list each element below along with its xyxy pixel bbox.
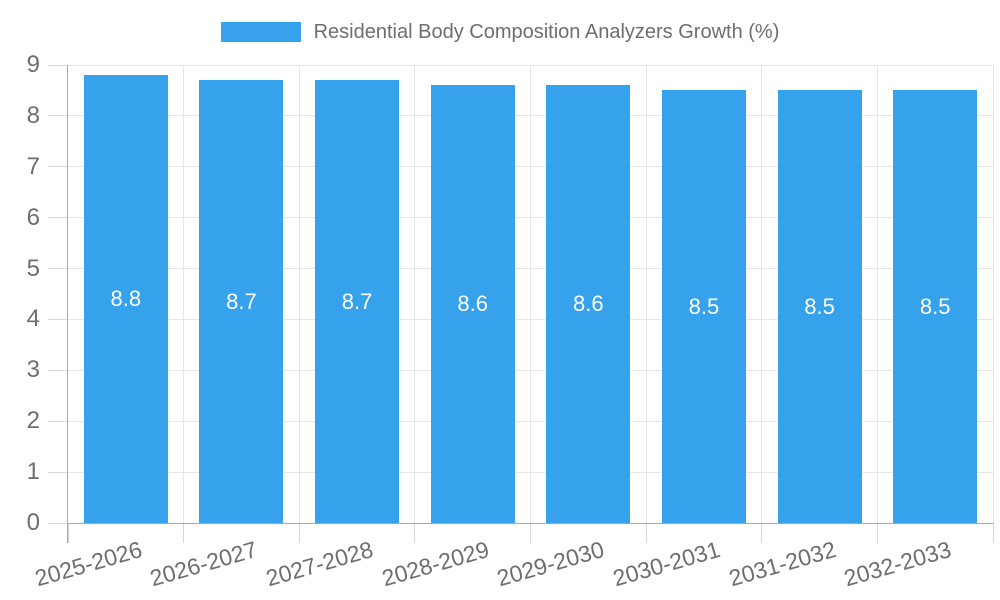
y-axis-tick-label: 7 [26, 152, 40, 180]
y-axis-tick-label: 5 [26, 254, 40, 282]
bar-value-label: 8.6 [457, 291, 488, 317]
bar-value-label: 8.5 [688, 293, 720, 319]
x-axis-label: 2031-2032 [725, 536, 839, 592]
y-axis-tick-mark [48, 471, 68, 473]
y-axis-tick-label: 0 [26, 509, 40, 536]
gridline-vertical [530, 65, 531, 523]
gridline-vertical [645, 65, 647, 523]
legend-label: Residential Body Composition Analyzers G… [313, 21, 780, 43]
bar-value-label: 8.8 [110, 286, 142, 312]
x-axis-label: 2027-2028 [263, 536, 376, 592]
bar-value-label: 8.6 [573, 291, 604, 317]
x-axis-label: 2030-2031 [609, 536, 723, 592]
x-axis-tick-mark [761, 523, 763, 543]
y-axis-tick-mark [48, 166, 68, 168]
y-axis-tick-label: 9 [26, 51, 40, 78]
chart-legend[interactable]: Residential Body Composition Analyzers G… [0, 17, 1000, 47]
x-axis-label: 2025-2026 [31, 536, 145, 592]
x-axis-tick-mark [298, 523, 300, 543]
y-axis-tick-label: 1 [26, 458, 40, 486]
bar[interactable] [83, 75, 168, 523]
bar[interactable] [777, 90, 862, 523]
gridline-vertical [876, 65, 878, 523]
x-axis-tick-mark [183, 523, 185, 543]
y-axis-tick-mark [48, 268, 68, 270]
gridline-vertical [414, 65, 416, 523]
x-axis-label: 2032-2033 [841, 536, 955, 592]
y-axis-tick-label: 2 [26, 407, 40, 435]
y-axis-tick-label: 8 [26, 101, 40, 129]
bar[interactable] [546, 85, 631, 523]
gridline-vertical [298, 65, 300, 523]
x-axis-label: 2028-2029 [378, 536, 492, 592]
gridline-vertical [761, 65, 763, 523]
y-axis-tick-mark [48, 318, 68, 320]
x-axis-tick-mark [876, 523, 878, 543]
x-axis-tick-mark [414, 523, 416, 543]
y-axis-tick-label: 6 [26, 203, 40, 231]
gridline-vertical [992, 65, 994, 523]
legend-swatch [220, 22, 301, 42]
y-axis-tick-mark [48, 217, 68, 219]
y-axis-tick-label: 3 [26, 356, 40, 384]
bar[interactable] [661, 90, 746, 523]
y-axis-tick-label: 4 [26, 305, 40, 333]
x-axis-label: 2029-2030 [494, 536, 608, 592]
bar[interactable] [430, 85, 515, 523]
gridline-vertical [183, 65, 185, 523]
bar[interactable] [199, 80, 284, 523]
y-axis-tick-mark [48, 64, 68, 66]
y-axis-tick-mark [48, 369, 68, 371]
x-axis-tick-mark [645, 523, 647, 543]
bar[interactable] [315, 80, 400, 523]
bar-value-label: 8.5 [804, 293, 835, 319]
y-axis-tick-mark [48, 115, 68, 117]
x-axis-tick-mark [530, 523, 531, 543]
x-axis-tick-mark [67, 523, 69, 543]
bar-value-label: 8.5 [919, 293, 951, 319]
bar[interactable] [893, 90, 978, 523]
y-axis-line [67, 65, 68, 543]
y-axis-tick-mark [48, 522, 68, 524]
x-axis-line [67, 523, 993, 524]
bar-value-label: 8.7 [226, 288, 257, 314]
x-axis-label: 2026-2027 [147, 536, 261, 592]
y-axis-tick-mark [48, 420, 68, 422]
x-axis-tick-mark [992, 523, 994, 543]
bar-value-label: 8.7 [341, 288, 373, 314]
